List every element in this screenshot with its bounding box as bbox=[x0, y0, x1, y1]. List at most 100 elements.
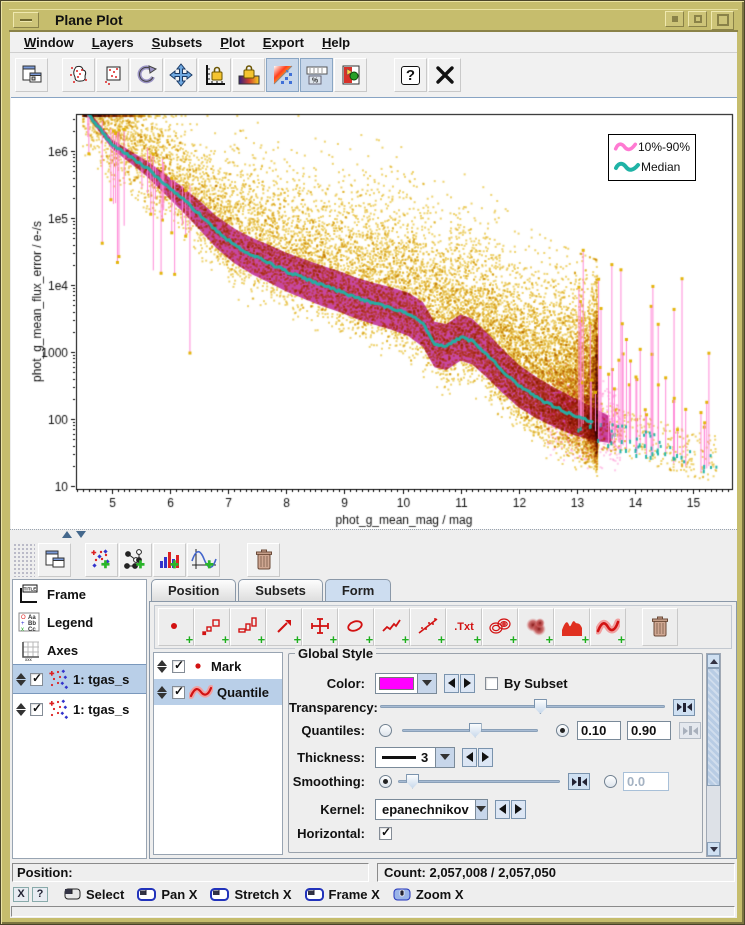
layer-visible-checkbox[interactable] bbox=[30, 703, 43, 716]
smoothing-slider[interactable] bbox=[398, 774, 560, 790]
delete-form-button[interactable] bbox=[642, 608, 678, 646]
form-quantile-button[interactable]: + bbox=[590, 608, 626, 646]
scroll-up-icon[interactable] bbox=[707, 654, 720, 668]
form-sizexy-button[interactable]: + bbox=[230, 608, 266, 646]
lock-axes-button[interactable] bbox=[198, 58, 231, 92]
tab-position[interactable]: Position bbox=[151, 579, 236, 602]
reorder-arrows-icon[interactable] bbox=[15, 703, 27, 716]
float-toolbar-button[interactable] bbox=[15, 58, 48, 92]
form-visible-checkbox[interactable] bbox=[172, 686, 185, 699]
menu-layers[interactable]: Layers bbox=[84, 33, 142, 52]
control-frame[interactable]: TITLE Frame bbox=[13, 580, 146, 608]
kernel-combo[interactable]: epanechnikov bbox=[375, 799, 488, 820]
transparency-slider[interactable] bbox=[380, 699, 665, 715]
recenter-button[interactable] bbox=[164, 58, 197, 92]
menu-subsets[interactable]: Subsets bbox=[144, 33, 211, 52]
form-error-button[interactable]: + bbox=[302, 608, 338, 646]
mode-frame-x[interactable]: Frame X bbox=[305, 887, 380, 902]
reorder-arrows-icon[interactable] bbox=[156, 660, 168, 673]
chevron-down-icon[interactable] bbox=[435, 748, 454, 767]
split-divider[interactable] bbox=[10, 529, 737, 540]
tab-subsets[interactable]: Subsets bbox=[238, 579, 323, 602]
minimize-button[interactable] bbox=[665, 11, 684, 27]
form-vector-button[interactable]: + bbox=[266, 608, 302, 646]
add-histogram-layer-button[interactable] bbox=[153, 543, 186, 577]
form-visible-checkbox[interactable] bbox=[172, 660, 185, 673]
chevron-down-icon[interactable] bbox=[475, 800, 487, 819]
form-contour-button[interactable]: + bbox=[482, 608, 518, 646]
form-fill-button[interactable]: + bbox=[554, 608, 590, 646]
smoothing-field[interactable] bbox=[623, 772, 669, 791]
maximize-button[interactable] bbox=[688, 11, 707, 27]
status-help-button[interactable]: ? bbox=[32, 887, 48, 902]
quantiles-slider-radio[interactable] bbox=[379, 724, 392, 737]
add-function-layer-button[interactable] bbox=[187, 543, 220, 577]
form-density-button[interactable]: + bbox=[518, 608, 554, 646]
progress-toggle-button[interactable]: % bbox=[300, 58, 333, 92]
scroll-down-icon[interactable] bbox=[707, 842, 720, 856]
reorder-arrows-icon[interactable] bbox=[156, 686, 168, 699]
smoothing-slider-radio[interactable] bbox=[379, 775, 392, 788]
quantiles-fields-radio[interactable] bbox=[556, 724, 569, 737]
thinner-button[interactable] bbox=[462, 748, 477, 767]
layer-row-2[interactable]: 1: tgas_s bbox=[13, 694, 146, 724]
quantile-high-field[interactable] bbox=[627, 721, 671, 740]
collapse-down-icon[interactable] bbox=[76, 531, 86, 538]
prev-color-button[interactable] bbox=[444, 674, 459, 693]
layer-visible-checkbox[interactable] bbox=[30, 673, 43, 686]
next-kernel-button[interactable] bbox=[511, 800, 526, 819]
menu-window[interactable]: Window bbox=[16, 33, 82, 52]
mode-select[interactable]: Select bbox=[64, 887, 124, 902]
form-label-button[interactable]: .Txt+ bbox=[446, 608, 482, 646]
plot-display[interactable]: 10%-90% Median bbox=[11, 97, 737, 529]
form-ellipse-button[interactable]: + bbox=[338, 608, 374, 646]
control-axes[interactable]: xxx Axes bbox=[13, 636, 146, 664]
chevron-down-icon[interactable] bbox=[417, 674, 436, 693]
form-row-quantile[interactable]: Quantile bbox=[154, 679, 282, 705]
mode-zoom-x[interactable]: Zoom X bbox=[393, 887, 464, 902]
help-button[interactable]: ? bbox=[394, 58, 427, 92]
draw-region-button[interactable] bbox=[96, 58, 129, 92]
thickness-combo[interactable]: 3 bbox=[375, 747, 455, 768]
smoothing-adjuster-button[interactable] bbox=[568, 773, 590, 790]
tab-form[interactable]: Form bbox=[325, 579, 392, 602]
scrollbar-thumb[interactable] bbox=[707, 668, 720, 786]
control-legend[interactable]: OAa +Bb xCc Legend bbox=[13, 608, 146, 636]
form-line-button[interactable]: + bbox=[374, 608, 410, 646]
quantiles-slider[interactable] bbox=[402, 723, 538, 739]
menu-help[interactable]: Help bbox=[314, 33, 358, 52]
form-size-button[interactable]: + bbox=[194, 608, 230, 646]
replot-button[interactable] bbox=[130, 58, 163, 92]
collapse-up-icon[interactable] bbox=[62, 531, 72, 538]
form-row-mark[interactable]: Mark bbox=[154, 653, 282, 679]
cancel-button[interactable]: X bbox=[13, 887, 29, 902]
sketch-toggle-button[interactable] bbox=[266, 58, 299, 92]
toolbar-drag-handle[interactable] bbox=[13, 543, 35, 577]
next-color-button[interactable] bbox=[460, 674, 475, 693]
style-scrollbar[interactable] bbox=[706, 653, 721, 857]
thicker-button[interactable] bbox=[478, 748, 493, 767]
add-pair-layer-button[interactable] bbox=[119, 543, 152, 577]
color-combo[interactable] bbox=[375, 673, 437, 694]
mode-pan-x[interactable]: Pan X bbox=[137, 887, 197, 902]
lock-aux-button[interactable] bbox=[232, 58, 265, 92]
form-mark-button[interactable]: + bbox=[158, 608, 194, 646]
by-subset-checkbox[interactable] bbox=[485, 677, 498, 690]
close-window-button[interactable] bbox=[711, 11, 734, 30]
menu-plot[interactable]: Plot bbox=[212, 33, 253, 52]
prev-kernel-button[interactable] bbox=[495, 800, 510, 819]
quantile-low-field[interactable] bbox=[577, 721, 621, 740]
reorder-arrows-icon[interactable] bbox=[15, 673, 27, 686]
window-menu-button[interactable] bbox=[13, 12, 39, 28]
add-position-layer-button[interactable] bbox=[85, 543, 118, 577]
horizontal-checkbox[interactable] bbox=[379, 827, 392, 840]
mode-stretch-x[interactable]: Stretch X bbox=[210, 887, 291, 902]
menu-export[interactable]: Export bbox=[255, 33, 312, 52]
close-plot-button[interactable] bbox=[428, 58, 461, 92]
float-toolbar-button-2[interactable] bbox=[38, 543, 71, 577]
smoothing-field-radio[interactable] bbox=[604, 775, 617, 788]
layer-row-1[interactable]: 1: tgas_s bbox=[13, 664, 146, 694]
remove-layer-button[interactable] bbox=[247, 543, 280, 577]
form-linearfit-button[interactable]: + bbox=[410, 608, 446, 646]
change-colors-button[interactable] bbox=[334, 58, 367, 92]
